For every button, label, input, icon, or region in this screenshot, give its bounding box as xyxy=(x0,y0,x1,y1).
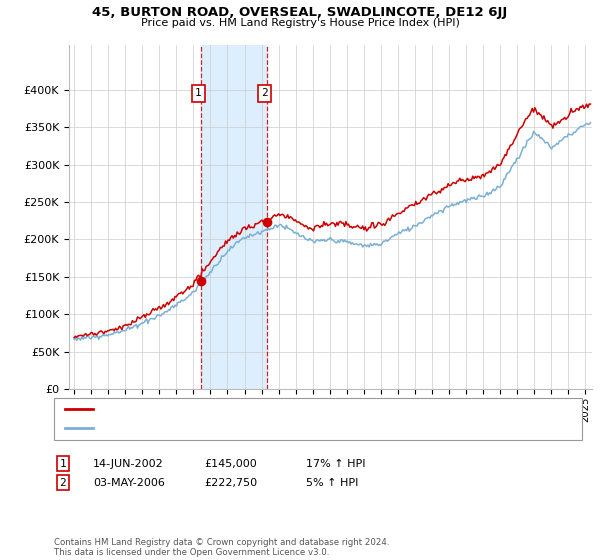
Text: 1: 1 xyxy=(59,459,67,469)
Text: 17% ↑ HPI: 17% ↑ HPI xyxy=(306,459,365,469)
Text: 5% ↑ HPI: 5% ↑ HPI xyxy=(306,478,358,488)
Text: 45, BURTON ROAD, OVERSEAL, SWADLINCOTE, DE12 6JJ (detached house): 45, BURTON ROAD, OVERSEAL, SWADLINCOTE, … xyxy=(97,404,484,414)
Text: 2: 2 xyxy=(262,88,268,99)
Text: 45, BURTON ROAD, OVERSEAL, SWADLINCOTE, DE12 6JJ: 45, BURTON ROAD, OVERSEAL, SWADLINCOTE, … xyxy=(92,6,508,18)
Text: 03-MAY-2006: 03-MAY-2006 xyxy=(93,478,165,488)
Text: 1: 1 xyxy=(195,88,202,99)
Text: Price paid vs. HM Land Registry's House Price Index (HPI): Price paid vs. HM Land Registry's House … xyxy=(140,18,460,28)
Text: 14-JUN-2002: 14-JUN-2002 xyxy=(93,459,164,469)
Text: 2: 2 xyxy=(59,478,67,488)
Text: £222,750: £222,750 xyxy=(204,478,257,488)
Bar xyxy=(201,45,268,389)
Text: £145,000: £145,000 xyxy=(204,459,257,469)
Text: Contains HM Land Registry data © Crown copyright and database right 2024.
This d: Contains HM Land Registry data © Crown c… xyxy=(54,538,389,557)
Text: HPI: Average price, detached house, South Derbyshire: HPI: Average price, detached house, Sout… xyxy=(97,423,381,433)
